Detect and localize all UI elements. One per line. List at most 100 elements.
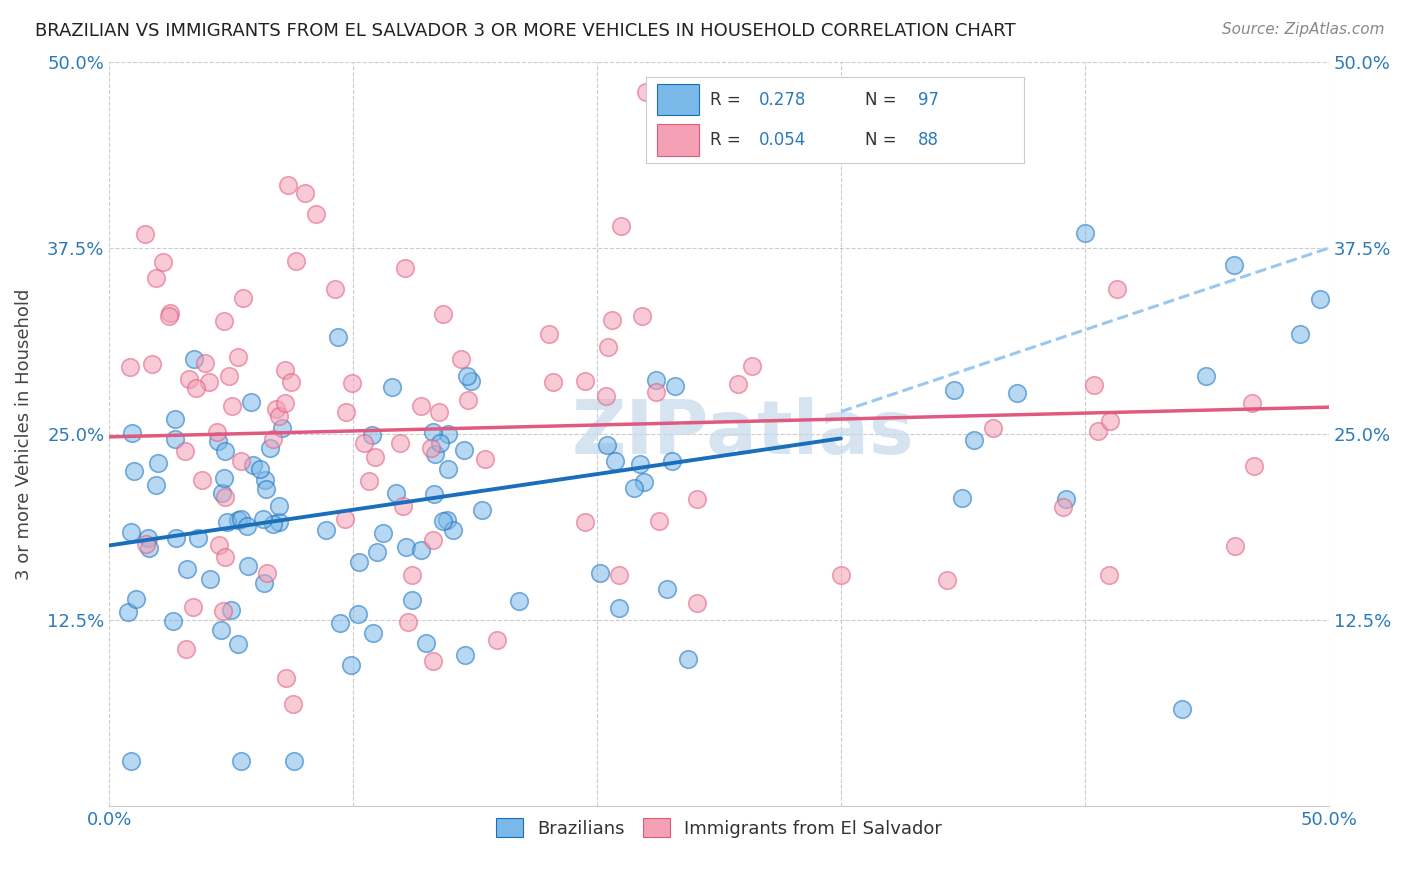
Point xyxy=(118,360,141,375)
Point xyxy=(281,698,304,712)
Point xyxy=(1052,500,1074,514)
Point xyxy=(678,652,700,666)
Point xyxy=(453,443,475,458)
Point xyxy=(274,363,297,377)
Point xyxy=(120,754,142,768)
Point xyxy=(198,375,221,389)
Point xyxy=(1241,396,1264,410)
Point xyxy=(395,541,418,555)
Point xyxy=(214,549,236,564)
Point xyxy=(138,541,160,555)
Point xyxy=(389,435,412,450)
Point xyxy=(1054,491,1077,506)
Point xyxy=(441,523,464,537)
Point xyxy=(1002,99,1025,113)
Point xyxy=(267,409,290,424)
Point xyxy=(145,478,167,492)
Point xyxy=(326,330,349,344)
Point xyxy=(648,514,671,528)
Point xyxy=(329,615,352,630)
Point xyxy=(436,462,458,476)
Point xyxy=(269,515,291,529)
Point xyxy=(664,379,686,393)
Point xyxy=(236,519,259,533)
Point xyxy=(280,375,302,389)
Point xyxy=(460,374,482,388)
Point xyxy=(422,486,444,500)
Point xyxy=(1195,368,1218,383)
Point xyxy=(136,531,159,545)
Point xyxy=(277,178,299,192)
Point xyxy=(240,394,263,409)
Point xyxy=(262,516,284,531)
Point xyxy=(381,380,404,394)
Point xyxy=(633,475,655,489)
Point xyxy=(603,454,626,468)
Point xyxy=(254,473,277,487)
Point xyxy=(657,582,679,597)
Point xyxy=(165,432,187,446)
Point xyxy=(159,305,181,319)
Point xyxy=(1074,226,1097,240)
Point xyxy=(253,575,276,590)
Point xyxy=(219,603,242,617)
Point xyxy=(1098,568,1121,582)
Point xyxy=(254,482,277,496)
Point xyxy=(409,542,432,557)
Point xyxy=(1083,377,1105,392)
Point xyxy=(541,375,564,389)
Point xyxy=(226,637,249,651)
Point xyxy=(1309,292,1331,306)
Point xyxy=(157,309,180,323)
Point xyxy=(1223,259,1246,273)
Point xyxy=(198,572,221,586)
Point xyxy=(1171,702,1194,716)
Y-axis label: 3 or more Vehicles in Household: 3 or more Vehicles in Household xyxy=(15,288,32,580)
Point xyxy=(134,227,156,241)
Point xyxy=(214,490,236,504)
Point xyxy=(366,545,388,559)
Point xyxy=(335,405,357,419)
Point xyxy=(184,381,207,395)
Point xyxy=(401,568,423,582)
Point xyxy=(294,186,316,200)
Point xyxy=(595,438,617,452)
Point xyxy=(146,456,169,470)
Point xyxy=(264,402,287,417)
Point xyxy=(1005,385,1028,400)
Point xyxy=(141,357,163,371)
Point xyxy=(285,253,308,268)
Point xyxy=(950,491,973,506)
Point xyxy=(422,425,444,439)
Point xyxy=(373,525,395,540)
Point xyxy=(436,513,458,527)
Point xyxy=(121,425,143,440)
Point xyxy=(644,385,666,400)
Point xyxy=(471,503,494,517)
Point xyxy=(609,219,631,234)
Point xyxy=(353,435,375,450)
Point xyxy=(226,350,249,364)
Point xyxy=(208,538,231,552)
Point xyxy=(432,307,454,321)
Text: BRAZILIAN VS IMMIGRANTS FROM EL SALVADOR 3 OR MORE VEHICLES IN HOUSEHOLD CORRELA: BRAZILIAN VS IMMIGRANTS FROM EL SALVADOR… xyxy=(35,22,1015,40)
Point xyxy=(174,444,197,458)
Point xyxy=(644,373,666,387)
Point xyxy=(187,531,209,545)
Point xyxy=(193,355,215,369)
Point xyxy=(419,441,441,455)
Point xyxy=(323,282,346,296)
Point xyxy=(145,271,167,285)
Point xyxy=(215,515,238,529)
Point xyxy=(226,513,249,527)
Point xyxy=(830,568,852,582)
Point xyxy=(152,254,174,268)
Point xyxy=(283,754,305,768)
Point xyxy=(429,435,451,450)
Point xyxy=(409,399,432,413)
Point xyxy=(162,615,184,629)
Point xyxy=(686,596,709,610)
Point xyxy=(207,434,229,448)
Point xyxy=(935,573,957,587)
Point xyxy=(686,491,709,506)
